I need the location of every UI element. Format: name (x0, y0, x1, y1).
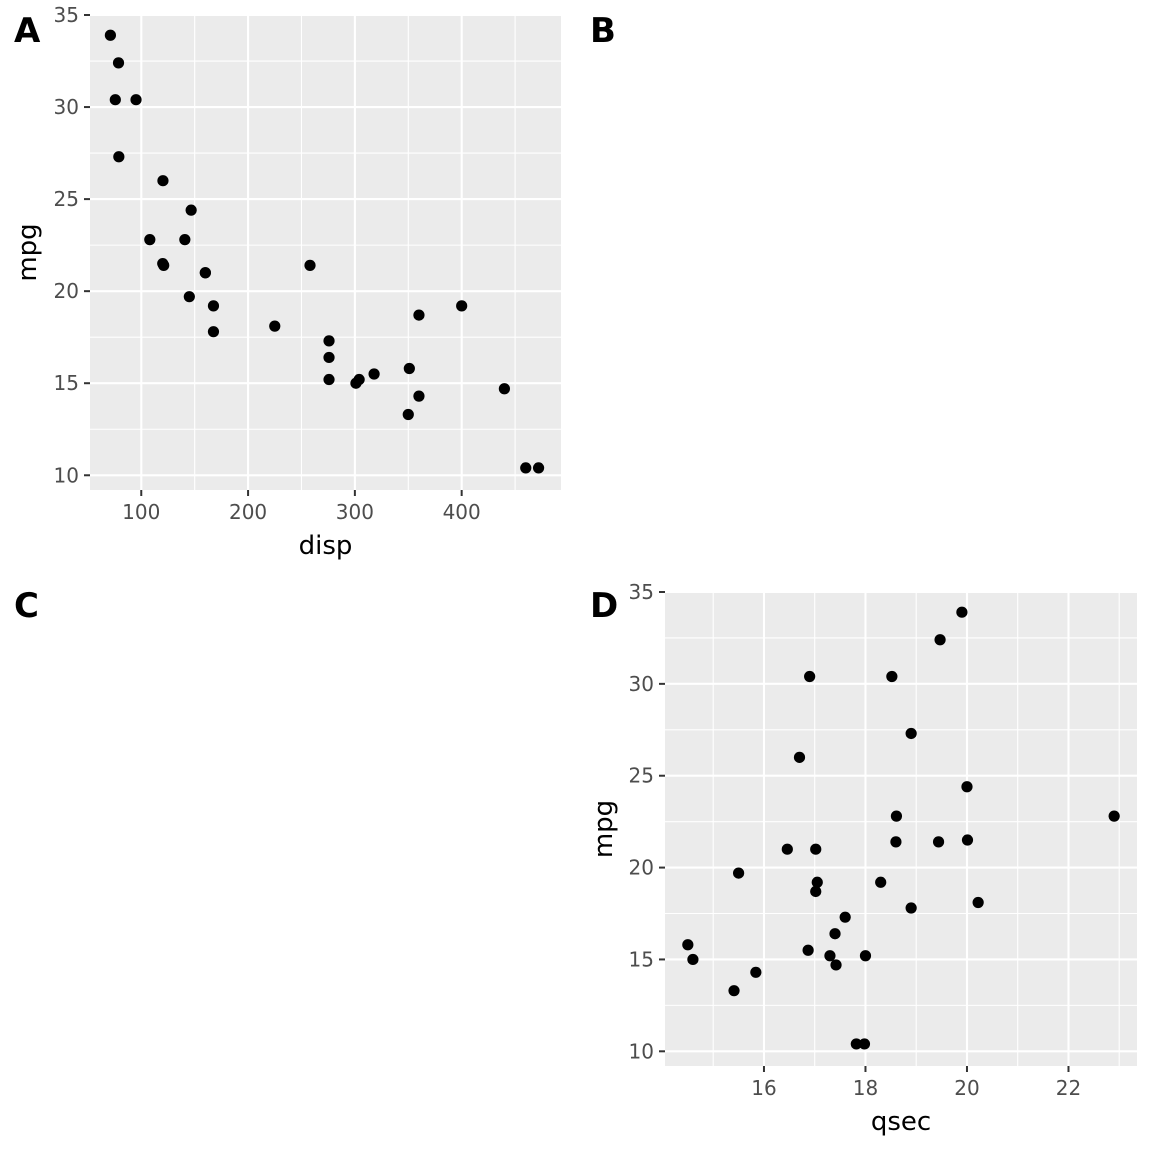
chart-d-point-29 (732, 867, 745, 879)
chart-a-point-26 (157, 175, 169, 187)
chart-a-x-axis-title: disp (299, 531, 353, 561)
chart-a-point-5 (269, 320, 281, 332)
chart-a-y-tick-label: 35 (54, 3, 79, 27)
chart-d-x-axis-title: qsec (871, 1107, 931, 1137)
panel-tag-c: C (14, 586, 39, 626)
chart-d-point-9 (875, 876, 887, 888)
chart-d-point-19 (956, 606, 968, 618)
chart-d-point-10 (905, 902, 917, 914)
scatter-chart-qsec-mpg: 16 18 20 22 10 15 20 25 30 35 qsec mpg (589, 580, 1137, 1137)
chart-a-y-tick-label: 15 (54, 371, 79, 395)
chart-a-y-axis-title: mpg (13, 223, 43, 281)
chart-a-point-8 (179, 234, 191, 246)
chart-a-point-28 (403, 362, 415, 375)
chart-d-point-18 (886, 670, 898, 683)
chart-d-y-tick-label: 10 (629, 1039, 654, 1063)
panel-tag-b: B (590, 11, 616, 51)
chart-a-point-4 (413, 309, 425, 321)
chart-d-point-7 (961, 781, 973, 793)
chart-a-point-1 (199, 267, 211, 279)
chart-d-point-21 (802, 944, 814, 956)
chart-a-point-23 (402, 408, 414, 421)
chart-a-point-31 (158, 259, 170, 271)
chart-a-point-2 (144, 234, 156, 246)
chart-a-y-tick-label: 20 (54, 279, 79, 303)
chart-a-point-19 (104, 29, 116, 41)
chart-a-point-16 (498, 383, 510, 395)
chart-a-point-12 (323, 335, 335, 347)
chart-d-point-17 (934, 634, 946, 646)
chart-d-y-tick-label: 30 (629, 672, 654, 696)
chart-d-point-4 (810, 885, 822, 898)
chart-d-point-0 (781, 843, 793, 855)
chart-a-x-tick-label: 400 (443, 500, 481, 524)
chart-d-point-6 (750, 966, 762, 978)
chart-d-point-16 (830, 959, 842, 971)
chart-d-x-tick-label: 16 (751, 1076, 776, 1100)
chart-a-point-30 (350, 377, 362, 389)
chart-a-y-tick-label: 10 (54, 463, 79, 487)
chart-a-point-25 (113, 151, 125, 163)
panel-tag-a: A (14, 11, 41, 51)
chart-d-y-tick-label: 35 (629, 580, 654, 604)
chart-a-point-14 (532, 462, 545, 474)
chart-d-point-11 (829, 928, 841, 940)
chart-d-point-15 (850, 1038, 862, 1050)
chart-a-point-7 (185, 204, 197, 216)
chart-d-y-axis-title: mpg (589, 800, 619, 858)
chart-d-point-14 (858, 1038, 871, 1050)
chart-a-x-tick-label: 100 (122, 500, 160, 524)
chart-d-point-25 (905, 727, 917, 740)
chart-a-point-17 (112, 57, 125, 69)
chart-a-y-tick-label: 25 (54, 187, 79, 211)
chart-d-x-tick-label: 18 (853, 1076, 878, 1100)
scatter-chart-disp-mpg: 100 200 300 400 10 15 20 25 30 35 disp mpg (13, 3, 561, 561)
chart-d-point-12 (839, 911, 851, 923)
chart-a-point-21 (368, 368, 380, 380)
chart-d-point-28 (682, 939, 694, 951)
chart-d-point-13 (859, 950, 872, 962)
chart-a-panel-background (90, 15, 561, 490)
chart-d-point-22 (824, 950, 836, 962)
chart-d-point-2 (890, 810, 903, 822)
chart-a-point-29 (183, 291, 195, 303)
chart-d-point-1 (810, 843, 822, 855)
chart-a-x-tick-label: 200 (229, 500, 267, 524)
chart-d-point-30 (687, 953, 699, 966)
chart-d-y-tick-label: 15 (629, 947, 654, 971)
chart-d-x-tick-label: 22 (1056, 1076, 1081, 1100)
chart-a-point-6 (413, 390, 425, 402)
panel-tag-d: D (590, 586, 618, 626)
chart-d-point-23 (728, 985, 740, 997)
chart-a-point-18 (109, 94, 121, 106)
chart-d-point-20 (961, 834, 974, 846)
chart-d-y-tick-label: 25 (629, 764, 654, 788)
chart-d-point-5 (972, 896, 984, 909)
chart-d-point-8 (1108, 810, 1120, 822)
chart-d-point-31 (890, 836, 902, 848)
chart-d-point-26 (793, 751, 806, 763)
chart-a-point-27 (130, 94, 142, 106)
chart-d-y-tick-label: 20 (629, 856, 654, 880)
chart-d-point-24 (811, 876, 823, 888)
chart-d-x-tick-label: 20 (954, 1076, 979, 1100)
chart-d-point-27 (804, 670, 816, 683)
chart-a-point-15 (520, 462, 532, 474)
chart-a-y-tick-label: 30 (54, 95, 79, 119)
chart-a-point-13 (323, 373, 335, 386)
chart-a-point-3 (304, 259, 316, 271)
chart-a-point-24 (456, 300, 468, 312)
chart-d-panel-background (665, 592, 1137, 1066)
chart-a-point-11 (323, 351, 335, 364)
chart-a-x-tick-label: 300 (336, 500, 374, 524)
chart-d-point-3 (932, 836, 945, 848)
chart-a-point-10 (207, 326, 220, 338)
chart-a-point-9 (207, 300, 220, 312)
